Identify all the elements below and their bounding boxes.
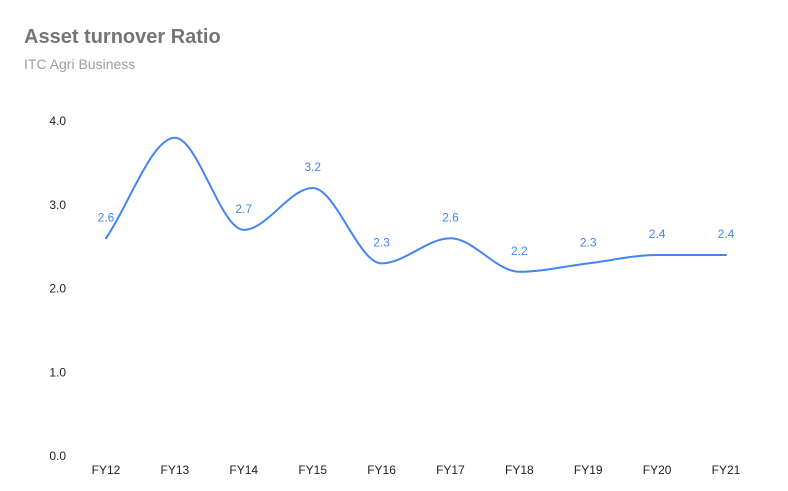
x-tick-label: FY13: [161, 463, 190, 477]
data-label: 2.4: [718, 227, 735, 241]
x-tick-label: FY14: [229, 463, 258, 477]
data-label: 2.6: [442, 210, 459, 224]
x-tick-label: FY16: [367, 463, 396, 477]
x-tick-label: FY21: [712, 463, 741, 477]
data-label: 2.2: [511, 244, 528, 258]
x-axis: FY12 FY13 FY14 FY15 FY16 FY17 FY18 FY19 FY20 FY21: [92, 463, 741, 477]
y-tick-label: 1.0: [49, 365, 66, 379]
x-tick-label: FY18: [505, 463, 534, 477]
series-line: [105, 136, 727, 273]
chart-title: Asset turnover Ratio: [24, 26, 221, 48]
y-axis: 0.0 1.0 2.0 3.0 4.0: [49, 114, 66, 463]
y-tick-label: 4.0: [49, 114, 66, 128]
data-label: 2.4: [649, 227, 666, 241]
x-tick-label: FY15: [298, 463, 327, 477]
y-tick-label: 3.0: [49, 198, 66, 212]
data-label: 2.7: [235, 202, 252, 216]
y-tick-label: 2.0: [49, 282, 66, 296]
data-label: 2.3: [580, 235, 597, 249]
data-labels: 2.6 2.7 3.2 2.3 2.6 2.2 2.3 2.4 2.4: [98, 160, 735, 258]
x-tick-label: FY19: [574, 463, 603, 477]
chart-subtitle: ITC Agri Business: [24, 56, 136, 72]
data-label: 2.3: [373, 235, 390, 249]
data-label: 3.2: [304, 160, 321, 174]
x-tick-label: FY17: [436, 463, 465, 477]
data-label: 2.6: [98, 210, 115, 224]
x-tick-label: FY20: [643, 463, 672, 477]
series-layer: [105, 136, 727, 273]
y-tick-label: 0.0: [49, 449, 66, 463]
x-tick-label: FY12: [92, 463, 121, 477]
